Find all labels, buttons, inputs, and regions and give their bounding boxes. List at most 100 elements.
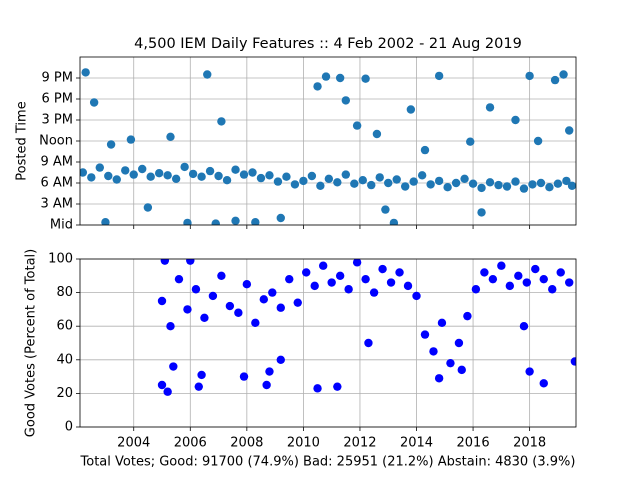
point — [539, 379, 548, 388]
point — [197, 172, 206, 181]
point — [556, 268, 565, 277]
point — [200, 313, 209, 322]
point — [194, 382, 203, 391]
point — [562, 176, 571, 186]
point — [87, 173, 96, 182]
point — [335, 73, 345, 83]
point — [434, 176, 444, 186]
point — [457, 365, 466, 375]
point — [333, 382, 342, 391]
point — [389, 218, 399, 225]
point — [400, 182, 410, 191]
y-tick-label: Noon — [39, 134, 73, 149]
y-axis-label: Posted Time — [15, 101, 30, 180]
point — [341, 96, 351, 105]
point — [208, 291, 218, 301]
point — [327, 278, 336, 287]
point — [126, 135, 136, 144]
point — [157, 380, 167, 390]
point — [358, 176, 367, 185]
point — [466, 137, 475, 146]
point — [316, 181, 325, 190]
point — [570, 357, 576, 366]
point — [386, 278, 396, 287]
y-tick-label: 0 — [65, 420, 73, 435]
point — [191, 285, 201, 294]
y-tick-label: 60 — [56, 319, 73, 334]
point — [553, 179, 563, 188]
point — [183, 218, 192, 225]
point — [248, 168, 257, 177]
point — [265, 171, 274, 180]
point — [313, 82, 322, 91]
y-tick-label: 6 PM — [42, 92, 73, 107]
point — [138, 164, 147, 174]
point — [80, 168, 88, 177]
point — [437, 318, 447, 328]
point — [112, 175, 121, 184]
point — [81, 68, 90, 77]
point — [375, 173, 384, 182]
point — [420, 330, 430, 339]
point — [384, 178, 393, 188]
point — [533, 136, 543, 146]
point — [302, 268, 311, 277]
point — [225, 301, 235, 311]
point — [259, 295, 269, 304]
point — [222, 176, 232, 185]
point — [514, 271, 523, 280]
point — [203, 70, 212, 79]
point — [143, 203, 153, 212]
point — [310, 281, 319, 291]
point — [335, 271, 345, 280]
point — [313, 384, 322, 393]
point — [239, 170, 249, 179]
point — [217, 117, 226, 126]
point — [106, 140, 116, 149]
y-tick-label: 9 AM — [40, 155, 73, 170]
point — [251, 318, 260, 328]
point — [395, 268, 404, 277]
point — [548, 285, 557, 294]
point — [454, 338, 464, 348]
point — [285, 274, 294, 284]
point — [321, 72, 331, 81]
point — [293, 298, 302, 307]
point — [434, 374, 444, 383]
point — [536, 178, 546, 188]
y-tick-label: 40 — [56, 352, 73, 367]
point — [171, 174, 181, 183]
point — [477, 208, 486, 217]
point — [276, 213, 285, 223]
y-tick-label: Mid — [50, 218, 73, 233]
x-tick-label: 2010 — [287, 436, 320, 451]
point — [276, 303, 285, 312]
point — [511, 177, 520, 186]
y-tick-label: 80 — [56, 285, 73, 300]
point — [463, 311, 472, 321]
point — [268, 288, 277, 297]
point — [121, 166, 130, 175]
point — [262, 380, 271, 390]
point — [539, 274, 548, 284]
point — [429, 347, 438, 356]
point — [505, 281, 515, 291]
point — [166, 132, 175, 141]
point — [146, 172, 155, 181]
axes-frame — [79, 258, 577, 428]
point — [567, 181, 576, 190]
point — [89, 98, 99, 107]
point — [471, 285, 481, 294]
point — [525, 367, 534, 376]
point — [290, 180, 300, 189]
point — [565, 126, 574, 135]
point — [372, 129, 382, 139]
point — [242, 280, 252, 289]
point — [392, 175, 401, 184]
point — [417, 171, 427, 180]
point — [406, 105, 416, 114]
point — [234, 308, 243, 317]
point — [324, 174, 334, 183]
y-axis-label: Good Votes (Percent of Total) — [24, 249, 39, 437]
point — [318, 261, 328, 270]
